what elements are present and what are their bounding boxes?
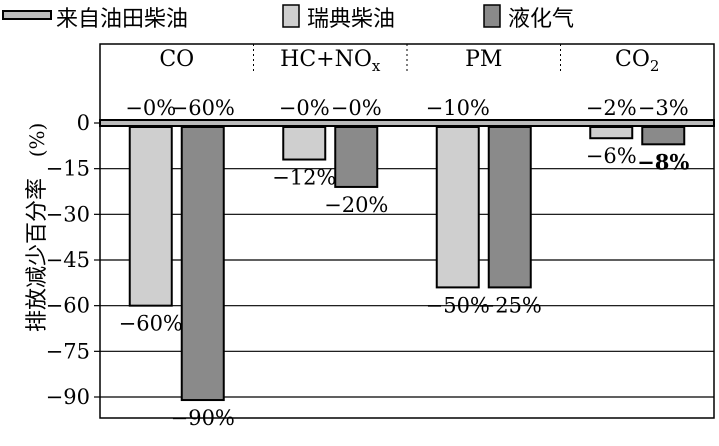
legend-label-baseline: 来自油田柴油 xyxy=(56,7,188,32)
category-label-4: CO2 xyxy=(615,47,659,75)
y-axis-unit: (%) xyxy=(25,123,49,158)
bar-series-1 xyxy=(435,126,480,289)
data-label: −50% xyxy=(426,293,490,317)
y-tick-label: −15 xyxy=(46,157,90,181)
data-label: −0% xyxy=(331,96,382,120)
data-label: −3% xyxy=(638,96,689,120)
legend-swatch-series-1 xyxy=(282,4,300,28)
legend: 来自油田柴油 瑞典柴油 液化气 xyxy=(2,4,574,32)
data-label: −0% xyxy=(125,96,176,120)
data-label: −12% xyxy=(272,166,336,190)
legend-item-series-1: 瑞典柴油 xyxy=(282,4,395,32)
data-label: −6% xyxy=(586,144,637,168)
y-tick-label: −45 xyxy=(46,248,90,272)
baseline-bar xyxy=(99,119,715,127)
data-label: −60% xyxy=(171,96,235,120)
y-tick-label: −90 xyxy=(46,385,90,409)
category-label-3: PM xyxy=(465,47,502,72)
bar-series-1 xyxy=(282,126,327,161)
data-label: −8% xyxy=(637,149,689,174)
bar-series-2 xyxy=(334,126,379,188)
bar-series-1 xyxy=(589,126,634,140)
legend-item-series-2: 液化气 xyxy=(483,4,574,32)
data-label: −20% xyxy=(324,193,388,217)
y-tick-label: −30 xyxy=(46,202,90,226)
y-tick-label: −75 xyxy=(46,339,90,363)
legend-label-series-1: 瑞典柴油 xyxy=(307,7,395,32)
legend-label-series-2: 液化气 xyxy=(508,7,574,32)
data-label: −10% xyxy=(426,96,490,120)
data-label: −90% xyxy=(171,406,235,430)
bar-series-2 xyxy=(487,126,532,289)
y-axis-title: 排放减少百分率 xyxy=(25,178,50,332)
legend-item-baseline: 来自油田柴油 xyxy=(2,7,188,32)
bar-series-1 xyxy=(128,126,173,307)
data-label: −25% xyxy=(478,293,542,317)
category-label-1: CO xyxy=(159,47,194,72)
data-label: −0% xyxy=(279,96,330,120)
category-label-2: HC+NOx xyxy=(280,47,381,75)
data-label: −60% xyxy=(119,312,183,336)
legend-swatch-baseline xyxy=(2,10,52,20)
legend-swatch-series-2 xyxy=(483,4,501,28)
y-tick-label: 0 xyxy=(77,111,90,135)
y-tick-label: −60 xyxy=(46,294,90,318)
bar-series-2 xyxy=(180,126,225,402)
bar-series-2 xyxy=(641,126,686,146)
data-label: −2% xyxy=(586,96,637,120)
